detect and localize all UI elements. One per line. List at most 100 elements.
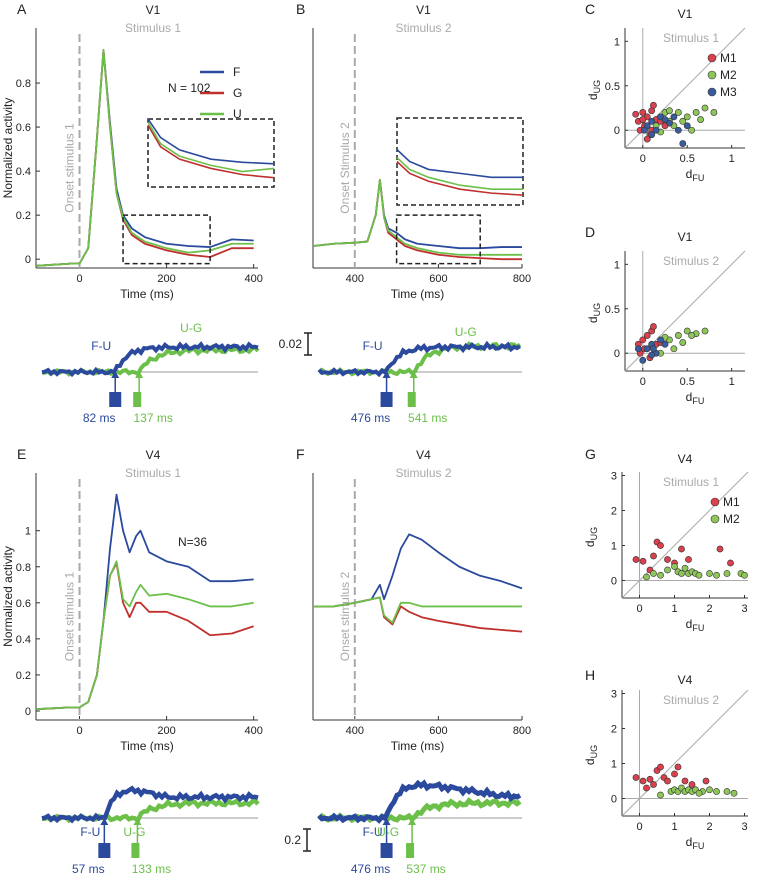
diff-label-U-G: U-G bbox=[455, 325, 477, 339]
legend-marker-M2 bbox=[707, 70, 717, 80]
panel-title: V4 bbox=[416, 448, 431, 462]
diff-panel-A: F-U U-G 82 ms 137 ms bbox=[41, 321, 260, 425]
panel-G: G V4 Stimulus 1 0 1 2 3 0 1 2 3 dFU dUG M1 M2 bbox=[583, 446, 749, 633]
point-M2 bbox=[688, 126, 696, 134]
inset-line-F bbox=[147, 118, 275, 165]
inset-line-U bbox=[147, 121, 275, 173]
panel-C: C V1 Stimulus 1 0 0.5 1 0 0.5 1 dFU dUG M1 M2 M3 bbox=[585, 1, 746, 183]
point-M2 bbox=[678, 570, 685, 577]
point-M2 bbox=[697, 116, 704, 123]
y-tick-label: 0.8 bbox=[16, 562, 31, 574]
point-M1 bbox=[646, 775, 654, 783]
x-tick-label: 0 bbox=[76, 273, 82, 285]
y-tick-label: 0.4 bbox=[16, 166, 31, 178]
y-tick-label: 0.2 bbox=[16, 670, 31, 682]
point-M2 bbox=[670, 345, 678, 353]
legend-marker-M1 bbox=[707, 53, 717, 63]
point-M2 bbox=[643, 573, 650, 581]
zoom-inset bbox=[147, 118, 275, 188]
x-tick-label: 1 bbox=[671, 603, 677, 615]
point-M1 bbox=[716, 545, 724, 553]
point-M2 bbox=[679, 117, 687, 125]
x-axis-label: dFU bbox=[686, 835, 705, 851]
legend-label-M1: M1 bbox=[723, 495, 740, 509]
x-tick-label: 0.5 bbox=[680, 376, 695, 388]
point-M2 bbox=[695, 571, 703, 579]
diff-label-U-G: U-G bbox=[123, 825, 145, 839]
point-M1 bbox=[657, 763, 664, 771]
panel-title: V4 bbox=[146, 448, 161, 462]
point-M1 bbox=[639, 116, 647, 123]
panel-label: H bbox=[585, 667, 595, 683]
latency-marker-green bbox=[406, 843, 415, 858]
onset-label: Onset stimulus 2 bbox=[338, 571, 352, 661]
zoom-box bbox=[122, 214, 211, 265]
point-M2 bbox=[710, 109, 718, 116]
onset-label: Onset stimulus 1 bbox=[63, 123, 77, 213]
y-tick-label: 1 bbox=[611, 759, 617, 771]
latency-marker-blue bbox=[98, 843, 111, 858]
y-tick-label: 1 bbox=[614, 259, 620, 271]
n-label: N = 102 bbox=[168, 81, 211, 95]
panel-label: G bbox=[585, 446, 596, 462]
y-axis-label: Normalized activity bbox=[1, 546, 15, 647]
x-tick-label: 400 bbox=[244, 273, 262, 285]
series-line-U bbox=[313, 596, 522, 624]
x-tick-label: 0.5 bbox=[680, 153, 695, 165]
panel-subtitle: Stimulus 2 bbox=[395, 466, 451, 480]
panel-title: V4 bbox=[678, 452, 693, 466]
inset-line-F bbox=[396, 149, 523, 179]
x-tick-label: 600 bbox=[429, 725, 447, 737]
scale-label: 0.02 bbox=[279, 337, 303, 351]
point-M1 bbox=[650, 323, 657, 330]
point-M1 bbox=[639, 777, 647, 785]
series-line-U bbox=[35, 49, 254, 267]
panel-label: D bbox=[585, 224, 595, 240]
onset-label: Onset Stimulus 2 bbox=[338, 122, 352, 214]
x-tick-label: 2 bbox=[706, 821, 712, 833]
point-M2 bbox=[706, 570, 713, 577]
y-tick-label: 0.8 bbox=[16, 78, 31, 90]
x-tick-label: 1 bbox=[729, 153, 735, 165]
point-M1 bbox=[688, 781, 696, 788]
point-M2 bbox=[679, 339, 687, 346]
panel-title: V1 bbox=[416, 3, 431, 17]
latency-arrowhead-green bbox=[135, 371, 144, 378]
latency-arrowhead-blue bbox=[382, 818, 391, 825]
legend-label-F: F bbox=[233, 65, 240, 79]
legend-label-M2: M2 bbox=[720, 68, 737, 82]
x-tick-label: 0 bbox=[640, 153, 646, 165]
x-tick-label: 800 bbox=[513, 725, 531, 737]
latency-label-green: 541 ms bbox=[408, 411, 447, 425]
latency-marker-green bbox=[407, 392, 416, 407]
point-M3 bbox=[670, 113, 678, 121]
point-M1 bbox=[632, 774, 640, 781]
diagonal bbox=[621, 471, 749, 599]
y-tick-label: 0.5 bbox=[605, 304, 620, 316]
point-M2 bbox=[657, 571, 664, 579]
point-M1 bbox=[643, 784, 650, 792]
y-tick-label: 0.4 bbox=[16, 634, 31, 646]
x-tick-label: 3 bbox=[741, 603, 747, 615]
diff-line-F-U bbox=[317, 779, 522, 824]
point-M2 bbox=[683, 113, 691, 121]
point-M3 bbox=[648, 351, 656, 359]
diff-label-U-G: U-G bbox=[180, 321, 202, 335]
point-M1 bbox=[632, 556, 640, 563]
point-M2 bbox=[664, 566, 671, 574]
panel-subtitle: Stimulus 1 bbox=[663, 475, 719, 489]
panel-A: A V1 Stimulus 1 0 200 400 0 0.2 0.4 0.6 0.8 Time (m… bbox=[1, 1, 275, 301]
diff-label-F-U: F-U bbox=[363, 825, 383, 839]
y-axis-label: dUG bbox=[586, 80, 602, 100]
point-M2 bbox=[706, 786, 713, 794]
legend-label-M2: M2 bbox=[723, 512, 740, 526]
y-tick-label: 0.6 bbox=[16, 598, 31, 610]
x-axis-label: Time (ms) bbox=[391, 739, 445, 753]
legend-label-G: G bbox=[233, 86, 242, 100]
panel-title: V4 bbox=[678, 673, 693, 687]
point-M1 bbox=[678, 545, 685, 553]
panel-subtitle: Stimulus 1 bbox=[125, 21, 181, 35]
point-M1 bbox=[639, 336, 647, 344]
point-M1 bbox=[632, 110, 640, 118]
point-M3 bbox=[683, 122, 691, 130]
